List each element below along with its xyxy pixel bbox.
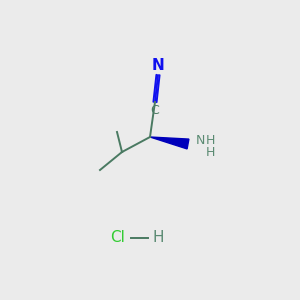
Text: H: H: [152, 230, 164, 245]
Text: Cl: Cl: [111, 230, 125, 245]
Text: H: H: [206, 134, 215, 146]
Text: N: N: [196, 134, 206, 146]
Text: H: H: [206, 146, 215, 158]
Polygon shape: [150, 137, 189, 149]
Text: N: N: [152, 58, 164, 74]
Text: C: C: [151, 104, 159, 117]
